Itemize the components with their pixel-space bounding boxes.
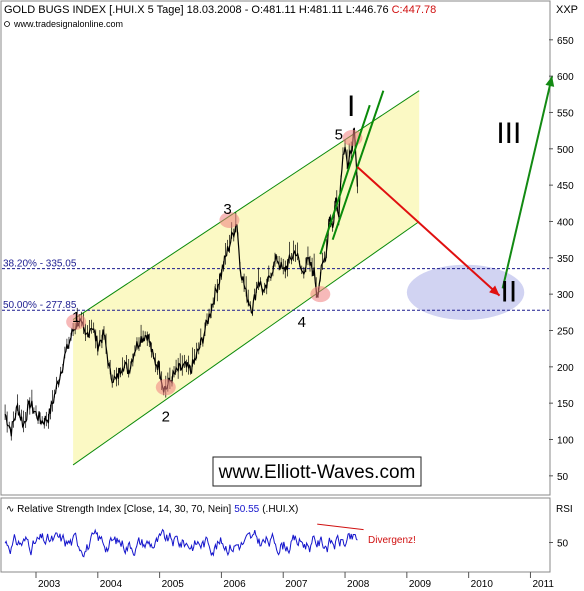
rsi-axis-label: RSI — [556, 504, 573, 515]
x-tick-label: 2006 — [223, 579, 246, 590]
projection-arrow-head — [545, 76, 555, 87]
rsi-last-value: 50.55 — [234, 504, 259, 515]
x-tick-label: 2005 — [162, 579, 185, 590]
wave-label: 4 — [298, 314, 306, 331]
x-tick-label: 2004 — [100, 579, 123, 590]
chart-title: GOLD BUGS INDEX [.HUI.X 5 Tage] 18.03.20… — [4, 4, 436, 16]
projection-arrows — [356, 75, 555, 297]
wave-label: 1 — [72, 309, 80, 326]
y-tick-label: 200 — [557, 363, 574, 374]
axis-symbol: XXP — [556, 4, 578, 16]
wave-label: 5 — [335, 126, 343, 143]
x-tick-label: 2009 — [409, 579, 432, 590]
price-y-axis: 50 100 150 200 250 300 350 400 450 500 550 600 650 — [549, 36, 574, 483]
target-zone-ellipse — [406, 264, 525, 320]
watermark-box — [212, 456, 422, 487]
y-tick-label: 500 — [557, 145, 574, 156]
trend-lines — [319, 90, 385, 255]
y-tick-label: 450 — [557, 181, 574, 192]
projection-arrow-line — [356, 166, 501, 297]
divergence-line — [317, 523, 364, 531]
target-zone — [406, 264, 525, 320]
wedge-line — [331, 90, 385, 240]
source-icon — [4, 21, 10, 27]
rsi-line — [4, 528, 358, 558]
rsi-title: ∿ Relative Strength Index [Close, 14, 30… — [6, 504, 298, 515]
y-tick-label: 400 — [557, 217, 574, 228]
rsi-suffix: (.HUI.X) — [262, 504, 298, 515]
close-value: C:447.78 — [392, 4, 437, 16]
price-series — [4, 127, 358, 441]
y-tick-label: 350 — [557, 254, 574, 265]
watermark: www.Elliott-Waves.com — [218, 462, 416, 483]
wave-label: II — [500, 275, 517, 308]
x-tick-label: 2010 — [471, 579, 494, 590]
y-tick-label: 50 — [557, 472, 569, 483]
price-line — [4, 127, 358, 437]
fib-label: 50.00% - 277.85 — [3, 300, 77, 311]
wave-label: III — [496, 117, 521, 150]
x-tick-label: 2003 — [38, 579, 61, 590]
y-tick-label: 300 — [557, 290, 574, 301]
pivot-marker — [155, 379, 176, 396]
x-tick-label: 2008 — [347, 579, 370, 590]
source-label: www.tradesignalonline.com — [13, 19, 123, 29]
x-axis: 2003 2004 2005 2006 2007 2008 2009 2010 2011 — [35, 572, 554, 590]
projection-arrow-line — [501, 75, 554, 289]
pivot-marker — [310, 286, 331, 303]
rsi-series: 50 — [4, 523, 569, 558]
y-tick-label: 100 — [557, 435, 574, 446]
x-tick-label: 2011 — [532, 579, 554, 590]
pivot-markers — [66, 129, 363, 396]
y-tick-label: 650 — [557, 36, 574, 47]
fibonacci-levels: 38.20% - 335.05 50.00% - 277.85 — [2, 259, 549, 311]
pivot-marker — [219, 212, 240, 229]
wave-label: I — [347, 90, 355, 123]
rsi-y-tick-label: 50 — [557, 539, 569, 550]
wave-label: 2 — [162, 408, 170, 425]
fib-label: 38.20% - 335.05 — [3, 259, 77, 270]
y-tick-label: 150 — [557, 399, 574, 410]
y-tick-label: 600 — [557, 72, 574, 83]
y-tick-label: 250 — [557, 326, 574, 337]
channel-lower-line — [72, 221, 420, 466]
rsi-wave-icon: ∿ — [6, 504, 17, 515]
pivot-marker — [66, 313, 87, 330]
divergence-label: Divergenz! — [368, 535, 416, 546]
x-tick-label: 2007 — [285, 579, 308, 590]
rsi-plot-frame — [0, 497, 551, 573]
wedge-line — [319, 104, 371, 255]
projection-arrow-head — [489, 285, 500, 296]
y-tick-label: 550 — [557, 108, 574, 119]
wave-label: 3 — [223, 201, 231, 218]
